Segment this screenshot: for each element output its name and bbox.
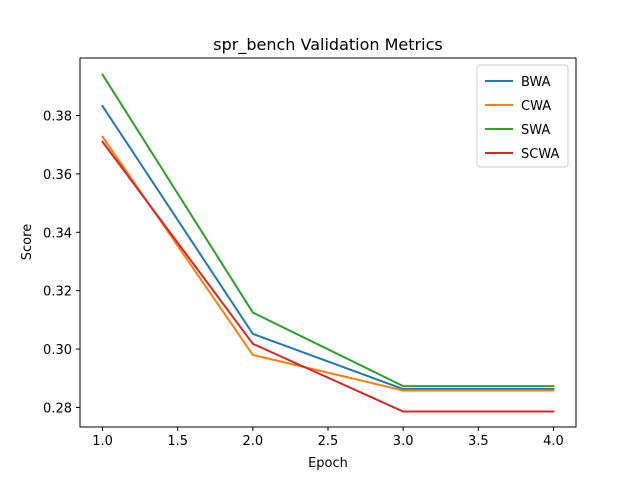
x-tick-label: 2.0 <box>243 434 264 449</box>
legend-label-scwa: SCWA <box>521 147 559 162</box>
x-tick-label: 3.5 <box>468 434 489 449</box>
legend-label-bwa: BWA <box>521 75 551 90</box>
x-tick-label: 1.0 <box>92 434 113 449</box>
legend-box <box>476 64 569 168</box>
x-axis-label: Epoch <box>308 456 348 471</box>
legend-label-cwa: CWA <box>521 99 551 114</box>
plot-area-frame <box>79 57 577 428</box>
y-tick-label: 0.28 <box>43 401 72 416</box>
chart-title: spr_bench Validation Metrics <box>213 35 442 55</box>
x-tick-label: 3.0 <box>393 434 414 449</box>
series-line-cwa <box>101 135 555 392</box>
y-tick-label: 0.30 <box>43 343 72 358</box>
y-axis-label: Score <box>20 224 35 260</box>
series-line-scwa <box>101 140 555 413</box>
y-axis-ticks: 0.28 0.30 0.32 0.34 0.36 0.38 <box>43 110 80 416</box>
x-axis-ticks: 1.0 1.5 2.0 2.5 3.0 3.5 4.0 <box>92 427 564 449</box>
x-tick-label: 1.5 <box>167 434 188 449</box>
legend: BWA CWA SWA SCWA <box>476 64 569 168</box>
y-tick-label: 0.38 <box>43 110 72 125</box>
series-layer <box>101 73 555 413</box>
x-tick-label: 4.0 <box>543 434 564 449</box>
series-line-bwa <box>101 104 555 391</box>
series-line-swa <box>101 73 555 388</box>
x-tick-label: 2.5 <box>318 434 339 449</box>
legend-label-swa: SWA <box>521 123 550 138</box>
y-tick-label: 0.32 <box>43 285 72 300</box>
y-tick-label: 0.36 <box>43 168 72 183</box>
y-tick-label: 0.34 <box>43 226 72 241</box>
